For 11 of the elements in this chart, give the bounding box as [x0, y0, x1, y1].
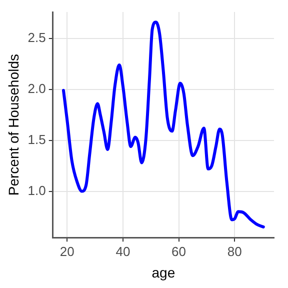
x-tick-label: 80: [227, 244, 242, 259]
x-tick-label: 20: [60, 244, 74, 259]
y-tick-label: 2.5: [28, 30, 46, 46]
x-tick-label: 40: [116, 244, 130, 259]
y-tick-label: 1.0: [28, 182, 46, 198]
line-series: [62, 20, 265, 228]
x-axis-title: age: [152, 264, 176, 280]
x-tick-label: 60: [172, 244, 186, 259]
y-axis-title: Percent of Households: [5, 54, 22, 196]
y-tick-label: 1.5: [28, 132, 46, 147]
y-tick-label: 2.0: [28, 80, 46, 96]
